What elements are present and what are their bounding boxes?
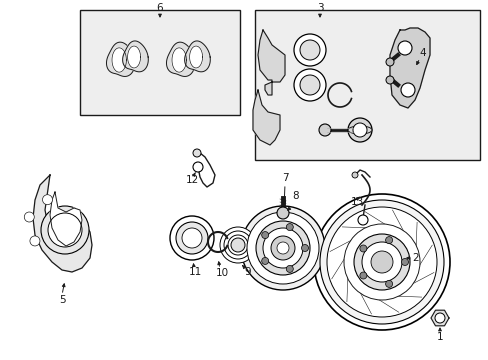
Text: 8: 8 [292,191,299,201]
Circle shape [193,149,201,157]
Circle shape [42,195,52,205]
Circle shape [227,235,247,255]
Circle shape [261,257,268,265]
Circle shape [319,200,443,324]
Circle shape [293,69,325,101]
Circle shape [357,215,367,225]
Circle shape [299,75,319,95]
Text: 1: 1 [436,332,443,342]
Ellipse shape [347,126,371,134]
Circle shape [370,251,392,273]
Circle shape [385,76,393,84]
Circle shape [263,228,303,268]
Circle shape [343,224,419,300]
Polygon shape [258,30,285,95]
Circle shape [347,118,371,142]
Circle shape [182,228,202,248]
Text: 13: 13 [350,197,363,207]
Bar [80,10,240,115]
Circle shape [353,234,409,290]
Circle shape [359,245,366,252]
Circle shape [293,34,325,66]
Circle shape [385,280,392,287]
Circle shape [170,216,214,260]
Bar [254,10,479,160]
Text: 12: 12 [185,175,198,185]
Circle shape [285,224,293,230]
Circle shape [397,41,411,55]
Circle shape [276,242,288,254]
Text: 10: 10 [215,268,228,278]
Circle shape [313,194,449,330]
Circle shape [48,213,82,247]
Circle shape [270,236,294,260]
Text: 7: 7 [281,173,288,183]
Polygon shape [122,41,148,72]
Circle shape [299,40,319,60]
Circle shape [351,172,357,178]
Polygon shape [189,46,202,68]
Polygon shape [50,192,82,246]
Circle shape [318,124,330,136]
Text: 3: 3 [316,3,323,13]
Polygon shape [252,90,280,145]
Text: 11: 11 [188,267,201,277]
Circle shape [41,206,89,254]
Polygon shape [106,42,135,76]
Polygon shape [389,28,429,108]
Circle shape [230,238,244,252]
Circle shape [30,236,40,246]
Text: 6: 6 [156,3,163,13]
Circle shape [434,313,444,323]
Circle shape [193,162,203,172]
Circle shape [385,237,392,244]
Circle shape [261,231,268,239]
Circle shape [359,272,366,279]
Text: 9: 9 [244,267,251,277]
Circle shape [246,212,318,284]
Polygon shape [430,310,448,326]
Polygon shape [172,48,186,72]
Circle shape [176,222,207,254]
Circle shape [352,123,366,137]
Text: 2: 2 [412,253,418,263]
Circle shape [276,207,288,219]
Circle shape [256,221,309,275]
Circle shape [400,83,414,97]
Circle shape [285,265,293,273]
Circle shape [326,207,436,317]
Circle shape [220,227,256,263]
Circle shape [385,58,393,66]
Circle shape [24,212,34,222]
Text: 5: 5 [59,295,65,305]
Circle shape [361,242,401,282]
Text: 4: 4 [419,48,426,58]
Polygon shape [184,41,210,72]
Circle shape [301,244,308,252]
Circle shape [241,206,325,290]
Polygon shape [112,48,126,72]
Circle shape [401,258,407,266]
Polygon shape [127,46,140,68]
Polygon shape [33,175,92,272]
Polygon shape [166,42,195,76]
Circle shape [224,231,251,259]
